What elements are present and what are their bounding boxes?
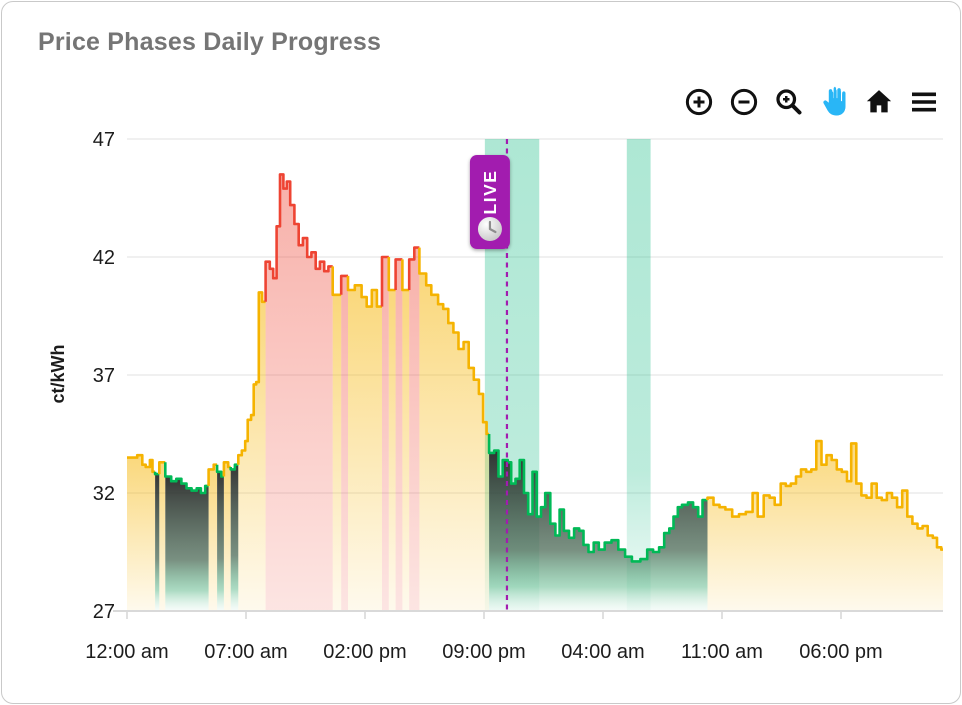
price-area-expensive [382,257,389,611]
y-axis-label: 47 [93,129,115,151]
cheap-phase-band [626,139,651,611]
y-axis-label: 37 [93,365,115,387]
x-axis-label: 06:00 pm [799,641,882,663]
price-area-normal [159,462,166,611]
y-axis-label: 27 [93,601,115,623]
price-line-normal [387,257,396,292]
box-zoom-icon [776,89,802,115]
y-axis-label: 32 [93,483,115,505]
price-area-normal [388,290,396,611]
zoom-in-icon [685,88,713,116]
live-badge: LIVE [469,155,510,249]
price-area-normal [419,273,490,611]
price-line-expensive [394,258,403,290]
x-axis-label: 09:00 pm [442,641,525,663]
price-area-normal [208,464,218,611]
pan-icon [823,86,846,116]
page-title: Price Phases Daily Progress [38,28,382,56]
x-axis-label: 04:00 am [561,641,644,663]
price-line-normal [401,259,410,292]
price-area-expensive [341,275,348,611]
price-line-cheap [229,463,239,471]
x-axis-label: 11:00 am [681,641,763,663]
live-badge-label: LIVE [480,170,500,215]
y-axis-title: ct/kWh [48,344,68,403]
price-area-cheap [217,471,224,611]
chart-toolbar [681,84,942,120]
price-area-cheap [489,450,708,611]
menu-button[interactable] [906,84,942,120]
price-line-cheap [487,434,708,563]
price-area-cheap [165,476,209,611]
box-zoom-button[interactable] [771,84,807,120]
price-line-normal [237,291,266,465]
price-area-expensive [265,174,333,611]
price-line-normal [127,453,156,474]
price-area-cheap [230,464,239,611]
price-area-normal [332,294,342,611]
price-area-normal [707,441,943,611]
price-area-expensive [395,259,403,611]
price-line-normal [222,461,231,477]
price-line-normal [706,439,943,551]
price-line-cheap [164,462,209,495]
x-axis-label: 07:00 am [204,641,287,663]
price-line-expensive [380,255,389,307]
x-axis-label: 02:00 pm [323,641,406,663]
x-axis-label: 12:00 am [85,641,168,663]
y-axis-label: 42 [93,247,115,269]
price-area-normal [238,292,266,611]
pan-button[interactable] [816,84,852,120]
menu-icon [912,92,936,112]
home-button[interactable] [861,84,897,120]
price-area-normal [223,462,231,611]
zoom-out-button[interactable] [726,84,762,120]
price-area-cheap [155,474,160,611]
price-line-normal [346,275,382,308]
clock-icon [477,217,502,241]
price-line-cheap [215,464,224,478]
price-area-normal [127,455,156,611]
price-area-expensive [409,247,420,611]
price-line-normal [158,461,166,475]
zoom-out-icon [730,88,758,116]
price-line-expensive [407,246,420,290]
price-line-cheap [153,471,160,476]
price-line-normal [418,247,490,436]
price-line-expensive [339,274,348,295]
price-area-normal [402,290,410,611]
price-line-normal [207,463,218,486]
price-area-normal [348,285,382,611]
price-line-expensive [264,173,333,302]
price-line-normal [331,266,342,297]
home-icon [866,90,892,113]
zoom-in-button[interactable] [681,84,717,120]
